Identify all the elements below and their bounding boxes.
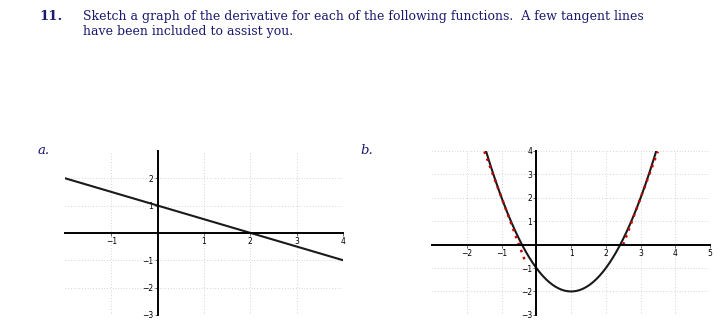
Text: b.: b. xyxy=(360,144,373,157)
Text: Sketch a graph of the derivative for each of the following functions.  A few tan: Sketch a graph of the derivative for eac… xyxy=(83,10,644,38)
Text: 11.: 11. xyxy=(40,10,63,23)
Text: a.: a. xyxy=(37,144,50,157)
